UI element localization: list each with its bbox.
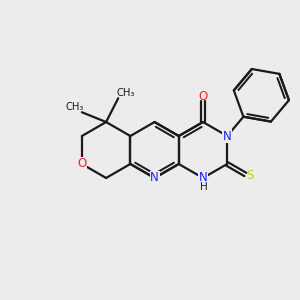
Text: O: O (198, 89, 208, 103)
Text: S: S (247, 169, 254, 182)
Text: O: O (77, 158, 86, 170)
Text: CH₃: CH₃ (116, 88, 135, 98)
Text: N: N (223, 130, 232, 142)
Text: N: N (150, 172, 159, 184)
Text: H: H (200, 182, 208, 192)
Text: CH₃: CH₃ (65, 102, 84, 112)
Text: N: N (199, 172, 207, 184)
